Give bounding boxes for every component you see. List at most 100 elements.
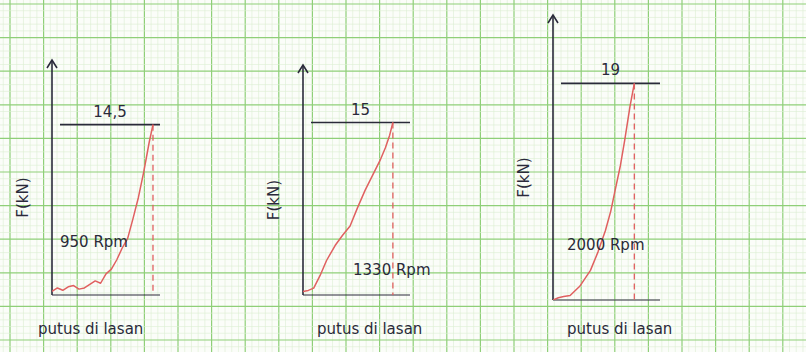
paper-line [681, 0, 682, 352]
paper-line [641, 0, 642, 352]
paper-line [0, 185, 806, 186]
paper-line [688, 0, 689, 352]
paper-line [0, 292, 806, 293]
chart: F(kN)14,5950 Rpmputus di lasan [14, 60, 160, 338]
paper-line [0, 198, 806, 199]
paper-line [0, 299, 806, 300]
paper-line [251, 0, 252, 352]
paper [0, 0, 806, 352]
paper-line [0, 131, 806, 132]
paper-line [0, 171, 806, 172]
paper-line [117, 0, 118, 352]
y-axis [51, 60, 53, 295]
x-axis [303, 294, 410, 295]
force-curve [553, 83, 634, 300]
paper-line [729, 0, 730, 352]
peak-line [60, 124, 160, 126]
paper-line [9, 0, 10, 352]
axis-arrow [298, 65, 308, 73]
paper-line [769, 0, 770, 352]
paper-line [413, 0, 414, 352]
paper-line [540, 0, 541, 352]
paper-line [272, 0, 273, 352]
paper-line [460, 0, 461, 352]
paper-line [796, 0, 797, 352]
paper-line [345, 0, 346, 352]
paper-line [0, 71, 806, 72]
paper-line [614, 0, 615, 352]
break-line [152, 125, 153, 295]
paper-line [0, 178, 806, 179]
paper-line [16, 0, 17, 352]
paper-line [735, 0, 736, 352]
paper-line [695, 0, 696, 352]
paper-line [191, 0, 192, 352]
peak-line [311, 122, 410, 124]
paper-line [581, 0, 582, 352]
paper-line [601, 0, 602, 352]
paper-line [23, 0, 24, 352]
paper-line [561, 0, 562, 352]
paper-line [171, 0, 172, 352]
paper-line [608, 0, 609, 352]
paper-line [0, 286, 806, 287]
paper-line [675, 0, 676, 352]
paper-line [453, 0, 454, 352]
paper-line [305, 0, 306, 352]
paper-line [0, 339, 806, 340]
paper-line [50, 0, 51, 352]
paper-line [211, 0, 212, 352]
paper-line [473, 0, 474, 352]
paper-line [366, 0, 367, 352]
paper-line [628, 0, 629, 352]
paper-line [0, 64, 806, 65]
axis-arrow [47, 60, 57, 68]
y-label: F(kN) [515, 157, 533, 197]
paper-line [359, 0, 360, 352]
paper-line [238, 0, 239, 352]
paper-line [144, 0, 145, 352]
paper-line [0, 98, 806, 99]
paper-line [0, 77, 806, 78]
plot-area [553, 83, 634, 300]
paper-line [157, 0, 158, 352]
paper-line [433, 0, 434, 352]
paper-line [0, 37, 806, 38]
paper-line [0, 279, 806, 280]
paper-line [30, 0, 31, 352]
paper-line [493, 0, 494, 352]
paper-line [57, 0, 58, 352]
paper-line [319, 0, 320, 352]
paper-line [0, 24, 806, 25]
paper-line [480, 0, 481, 352]
paper-line [0, 138, 806, 139]
paper-line [782, 0, 783, 352]
paper-line [574, 0, 575, 352]
paper-line [285, 0, 286, 352]
break-line [634, 83, 635, 300]
graph-paper [0, 0, 806, 352]
paper-line [399, 0, 400, 352]
paper-line [655, 0, 656, 352]
paper-line [104, 0, 105, 352]
paper-line [0, 225, 806, 226]
paper-line [332, 0, 333, 352]
paper-line [177, 0, 178, 352]
x-axis [52, 294, 160, 295]
paper-line [97, 0, 98, 352]
paper-line [0, 30, 806, 31]
paper-line [0, 145, 806, 146]
paper-line [0, 10, 806, 11]
paper-line [0, 346, 806, 347]
annotation: 2000 Rpm [567, 236, 645, 254]
paper-line [225, 0, 226, 352]
caption: putus di lasan [38, 320, 143, 338]
paper-line [0, 57, 806, 58]
y-label: F(kN) [265, 180, 283, 220]
chart: F(kN)192000 Rpmputus di lasan [515, 15, 672, 338]
paper-line [0, 259, 806, 260]
paper-line [547, 0, 548, 352]
paper-line [151, 0, 152, 352]
paper-line [708, 0, 709, 352]
paper-line [715, 0, 716, 352]
